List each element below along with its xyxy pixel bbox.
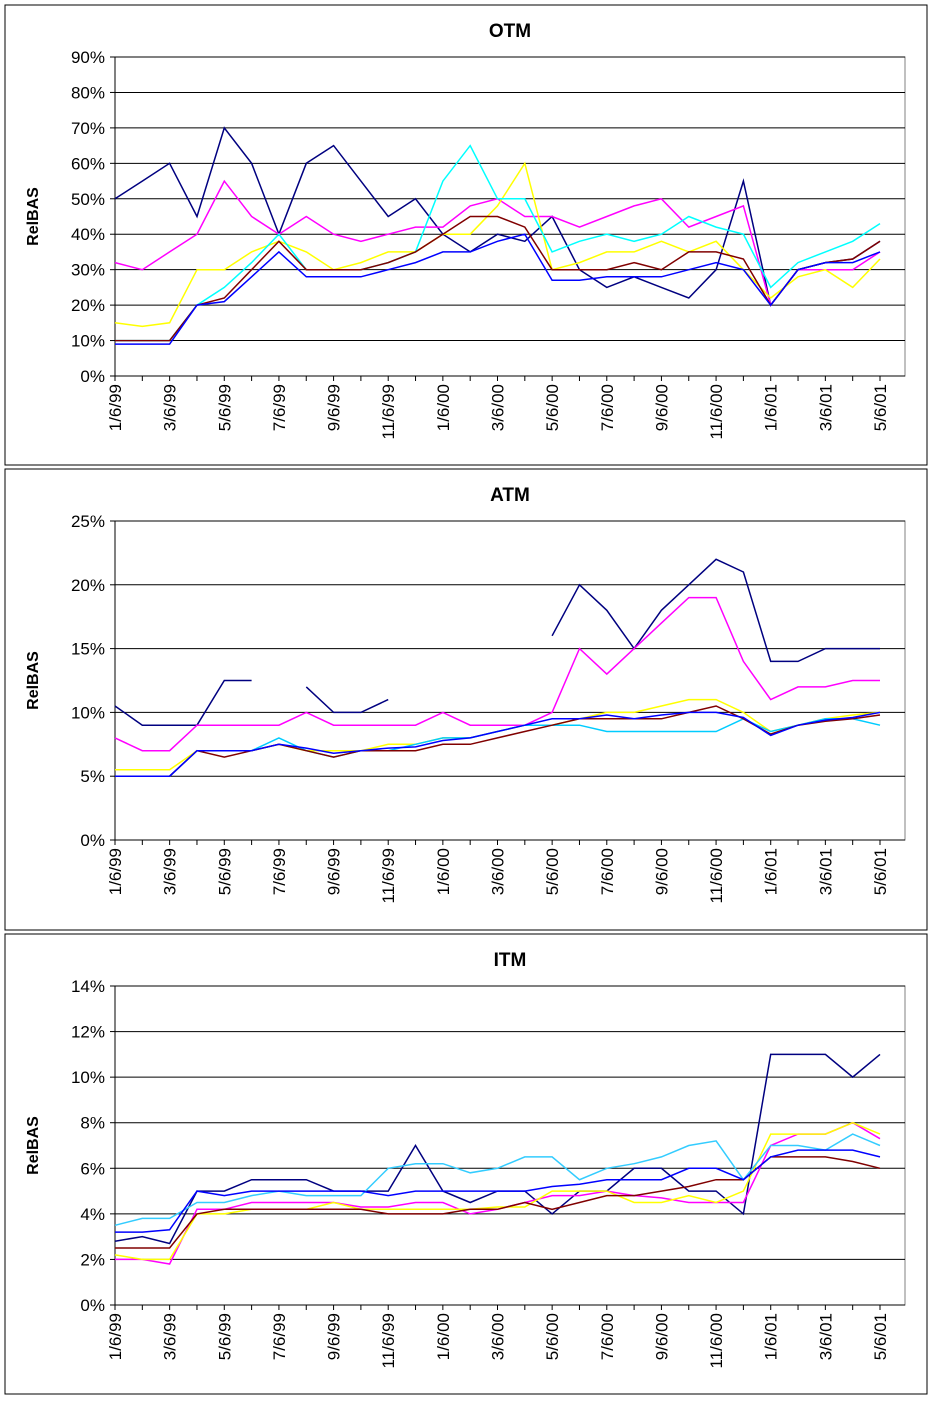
x-tick-label: 3/6/00	[489, 384, 508, 431]
panel	[4, 933, 928, 1395]
series-line	[115, 698, 881, 771]
y-axis-label: RelBAS	[25, 187, 42, 246]
plot-area	[114, 56, 906, 377]
y-tick-label: 15%	[71, 640, 105, 659]
x-tick-label: 1/6/01	[762, 384, 781, 431]
x-tick-label: 3/6/99	[161, 848, 180, 895]
series-line	[115, 215, 881, 342]
series-line	[114, 1053, 881, 1245]
y-tick-label: 4%	[80, 1205, 105, 1224]
x-tick-label: 9/6/00	[652, 848, 671, 895]
x-tick-label: 5/6/01	[871, 384, 890, 431]
x-tick-label: 3/6/99	[161, 1313, 180, 1360]
x-tick-label: 3/6/01	[816, 1313, 835, 1360]
x-tick-label: 11/6/99	[379, 848, 398, 903]
x-tick-label: 7/6/00	[598, 1313, 617, 1360]
y-tick-label: 90%	[71, 48, 105, 67]
y-tick-label: 20%	[71, 576, 105, 595]
panel	[4, 468, 928, 931]
x-tick-label: 3/6/00	[489, 848, 508, 895]
series-line	[115, 144, 881, 342]
series-line	[114, 126, 881, 307]
x-tick-label: 1/6/00	[434, 1313, 453, 1360]
series-line	[115, 711, 881, 777]
x-tick-label: 7/6/00	[598, 848, 617, 895]
chart-title: ITM	[494, 950, 527, 971]
y-tick-label: 10%	[71, 332, 105, 351]
x-tick-label: 5/6/01	[871, 1313, 890, 1360]
x-tick-label: 11/6/99	[379, 384, 398, 439]
x-tick-label: 5/6/99	[215, 384, 234, 431]
y-axis-label: RelBAS	[25, 1116, 42, 1175]
y-tick-label: 50%	[71, 190, 105, 209]
y-tick-label: 30%	[71, 261, 105, 280]
series-line	[114, 1133, 881, 1227]
x-tick-label: 7/6/99	[270, 384, 289, 431]
x-tick-label: 5/6/00	[543, 384, 562, 431]
x-tick-label: 9/6/00	[652, 1313, 671, 1360]
x-tick-label: 5/6/01	[871, 848, 890, 895]
y-tick-label: 60%	[71, 154, 105, 173]
series-line	[114, 596, 880, 752]
x-tick-label: 3/6/01	[816, 848, 835, 895]
y-tick-label: 0%	[80, 831, 105, 850]
x-tick-label: 9/6/99	[325, 1313, 344, 1360]
y-tick-label: 10%	[71, 703, 105, 722]
y-tick-label: 0%	[80, 1296, 105, 1315]
x-tick-label: 11/6/00	[707, 384, 726, 439]
x-tick-label: 7/6/00	[598, 384, 617, 431]
series-line	[114, 179, 881, 307]
y-tick-label: 40%	[71, 225, 105, 244]
chart-title: ATM	[490, 485, 530, 506]
series-line	[115, 233, 881, 345]
x-tick-label: 7/6/99	[270, 1313, 289, 1360]
x-tick-label: 1/6/00	[434, 384, 453, 431]
y-tick-label: 0%	[80, 367, 105, 386]
x-tick-label: 7/6/99	[270, 848, 289, 895]
panel	[4, 4, 928, 466]
series-line	[114, 161, 881, 328]
x-tick-label: 9/6/99	[325, 384, 344, 431]
x-tick-label: 11/6/99	[379, 1313, 398, 1368]
x-tick-label: 5/6/00	[543, 848, 562, 895]
x-tick-label: 3/6/99	[161, 384, 180, 431]
y-tick-label: 14%	[71, 977, 105, 996]
x-tick-label: 9/6/00	[652, 384, 671, 431]
x-tick-label: 11/6/00	[707, 1313, 726, 1368]
y-tick-label: 2%	[80, 1250, 105, 1269]
x-tick-label: 1/6/99	[106, 1313, 125, 1360]
x-tick-label: 1/6/00	[434, 848, 453, 895]
y-tick-label: 80%	[71, 83, 105, 102]
series-line	[115, 1149, 881, 1233]
x-tick-label: 1/6/99	[106, 384, 125, 431]
x-tick-label: 11/6/00	[707, 848, 726, 903]
y-tick-label: 12%	[71, 1023, 105, 1042]
x-tick-label: 5/6/99	[215, 1313, 234, 1360]
y-tick-label: 8%	[80, 1114, 105, 1133]
x-tick-label: 3/6/00	[489, 1313, 508, 1360]
x-tick-label: 5/6/99	[215, 848, 234, 895]
x-tick-label: 1/6/99	[106, 848, 125, 895]
x-tick-label: 9/6/99	[325, 848, 344, 895]
y-tick-label: 5%	[80, 767, 105, 786]
series-line	[115, 1156, 881, 1249]
y-tick-label: 20%	[71, 296, 105, 315]
y-tick-label: 25%	[71, 512, 105, 531]
x-tick-label: 1/6/01	[762, 848, 781, 895]
x-tick-label: 5/6/00	[543, 1313, 562, 1360]
y-tick-label: 6%	[80, 1159, 105, 1178]
y-tick-label: 10%	[71, 1068, 105, 1087]
series-line	[114, 558, 880, 726]
x-tick-label: 1/6/01	[762, 1313, 781, 1360]
y-axis-label: RelBAS	[25, 651, 42, 710]
y-tick-label: 70%	[71, 119, 105, 138]
x-tick-label: 3/6/01	[816, 384, 835, 431]
chart-title: OTM	[489, 21, 531, 42]
series-line	[115, 705, 881, 777]
